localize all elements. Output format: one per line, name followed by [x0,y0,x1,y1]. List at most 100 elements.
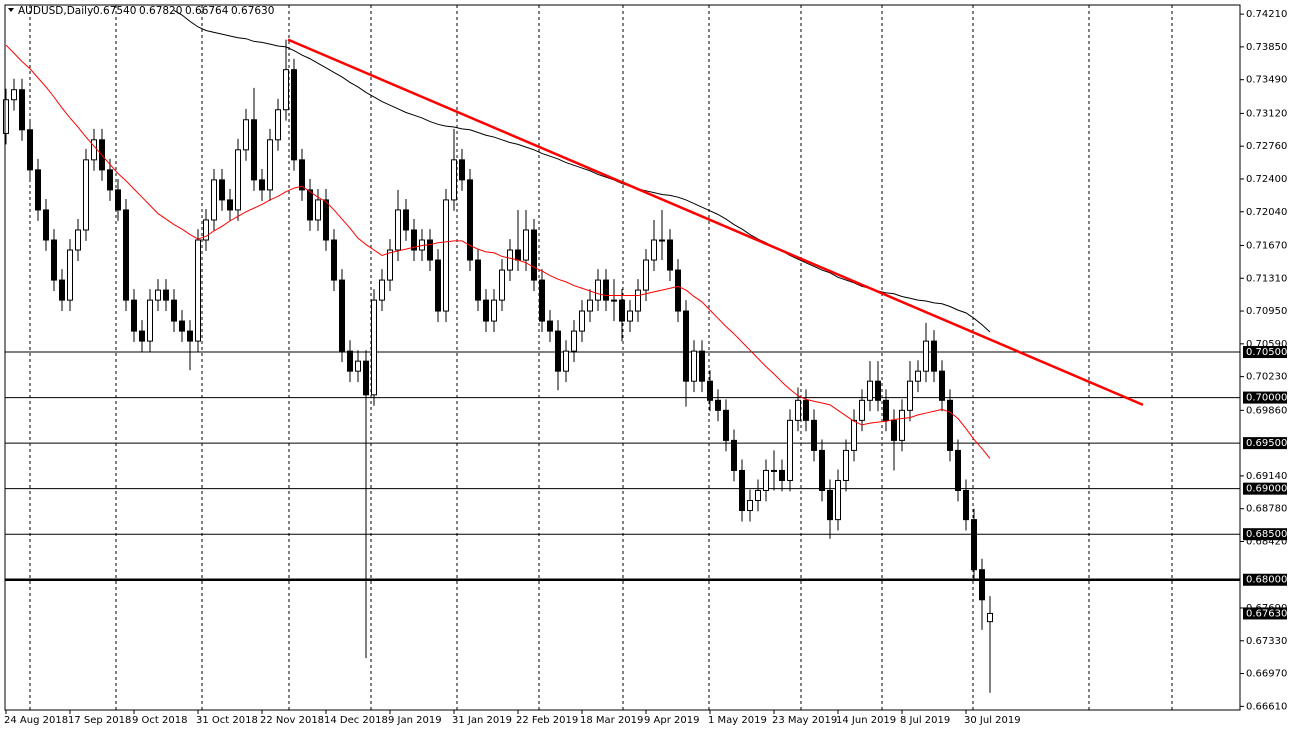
x-tick-label: 1 May 2019 [708,715,767,726]
candle-body [547,320,553,332]
y-tick-label: 0.69140 [1246,471,1287,482]
y-tick-label: 0.67330 [1246,636,1287,647]
candle-body [811,419,817,451]
candle-body [579,310,585,332]
candle-body [507,249,513,271]
candle-body [123,209,129,301]
candle-body [51,239,57,281]
candle-body [699,350,705,382]
candle-body [819,449,825,491]
plot-layer [3,10,1240,693]
candle-body [331,239,337,281]
x-tick-label: 24 Aug 2018 [4,715,68,726]
candle-body [139,330,145,342]
candle-body [75,229,81,251]
candle-body [587,299,593,312]
x-tick-label: 14 Dec 2018 [324,715,388,726]
candle-body [163,289,169,301]
collapse-triangle [8,8,14,12]
candle-body [443,199,449,312]
candle-body [739,469,745,512]
candle-body [987,612,993,623]
moving-average [173,10,991,333]
candle-body [491,299,497,322]
y-tick-label: 0.68780 [1246,504,1287,515]
axis-layer: 0.74210 0.73850 0.73490 0.73120 0.72760 0.724… [4,9,1287,726]
y-tick-label: 0.73490 [1246,75,1287,86]
level-label-box [1243,391,1287,404]
candle-body [147,299,153,342]
candle-body [155,289,161,301]
candle-body [643,259,649,291]
candle-body [243,119,249,151]
candle-body [11,89,17,101]
header-high: 0.67820 [139,5,182,17]
candle-body [611,299,617,302]
candle-body [427,239,433,261]
candle-body [411,229,417,251]
candle-body [683,310,689,382]
y-tick-label: 0.70950 [1246,306,1287,317]
x-tick-label: 22 Feb 2019 [516,715,578,726]
candle-body [219,179,225,201]
last-price-box [1243,607,1287,620]
level-label: 0.69000 [1246,484,1287,495]
x-tick-label: 23 May 2019 [772,715,837,726]
x-tick-label: 8 Jul 2019 [900,715,950,726]
candle-body [355,360,361,372]
candle-body [747,500,753,512]
candle-body [963,489,969,521]
candle-body [595,279,601,301]
candle-body [43,209,49,241]
y-tick-label: 0.70590 [1246,339,1287,350]
candle-body [939,370,945,401]
candle-body [187,330,193,342]
candle-body [707,380,713,401]
candle-body [531,229,537,281]
candle-body [235,149,241,211]
candle-body [379,279,385,301]
candle-body [59,279,65,301]
candle-body [299,159,305,191]
candle-body [883,399,889,421]
candle-body [275,109,281,141]
header-low: 0.66764 [185,5,229,17]
candle-body [571,330,577,352]
candle-body [979,569,985,601]
trendline [287,38,1144,407]
y-tick-label: 0.74210 [1246,9,1287,20]
candle-body [483,299,489,322]
candle-body [635,289,641,312]
candle-body [763,469,769,491]
candle-body [563,350,569,372]
candle-body [603,279,609,301]
candle-body [875,380,881,401]
y-tick-label: 0.66970 [1246,669,1287,680]
header-close: 0.67630 [231,5,274,17]
candle-body [835,479,841,521]
candle-body [723,409,729,441]
candle-body [403,209,409,231]
candle-body [347,350,353,372]
candle-body [539,279,545,322]
candle-body [171,299,177,322]
candle-body [3,99,9,134]
candle-body [83,159,89,231]
candle-body [459,159,465,181]
candle-body [891,419,897,441]
candle-body [795,399,801,421]
candle-body [851,419,857,451]
candle-body [667,239,673,271]
candle-body [179,320,185,332]
last-price-label: 0.67630 [1246,608,1287,619]
candle-body [523,229,529,261]
candle-body [339,279,345,352]
candle-body [371,299,377,396]
level-label-box [1243,437,1287,450]
x-tick-label: 22 Nov 2018 [260,715,324,726]
candle-body [251,119,257,181]
y-tick-label: 0.73850 [1246,42,1287,53]
candle-body [323,199,329,241]
candle-body [923,340,929,372]
